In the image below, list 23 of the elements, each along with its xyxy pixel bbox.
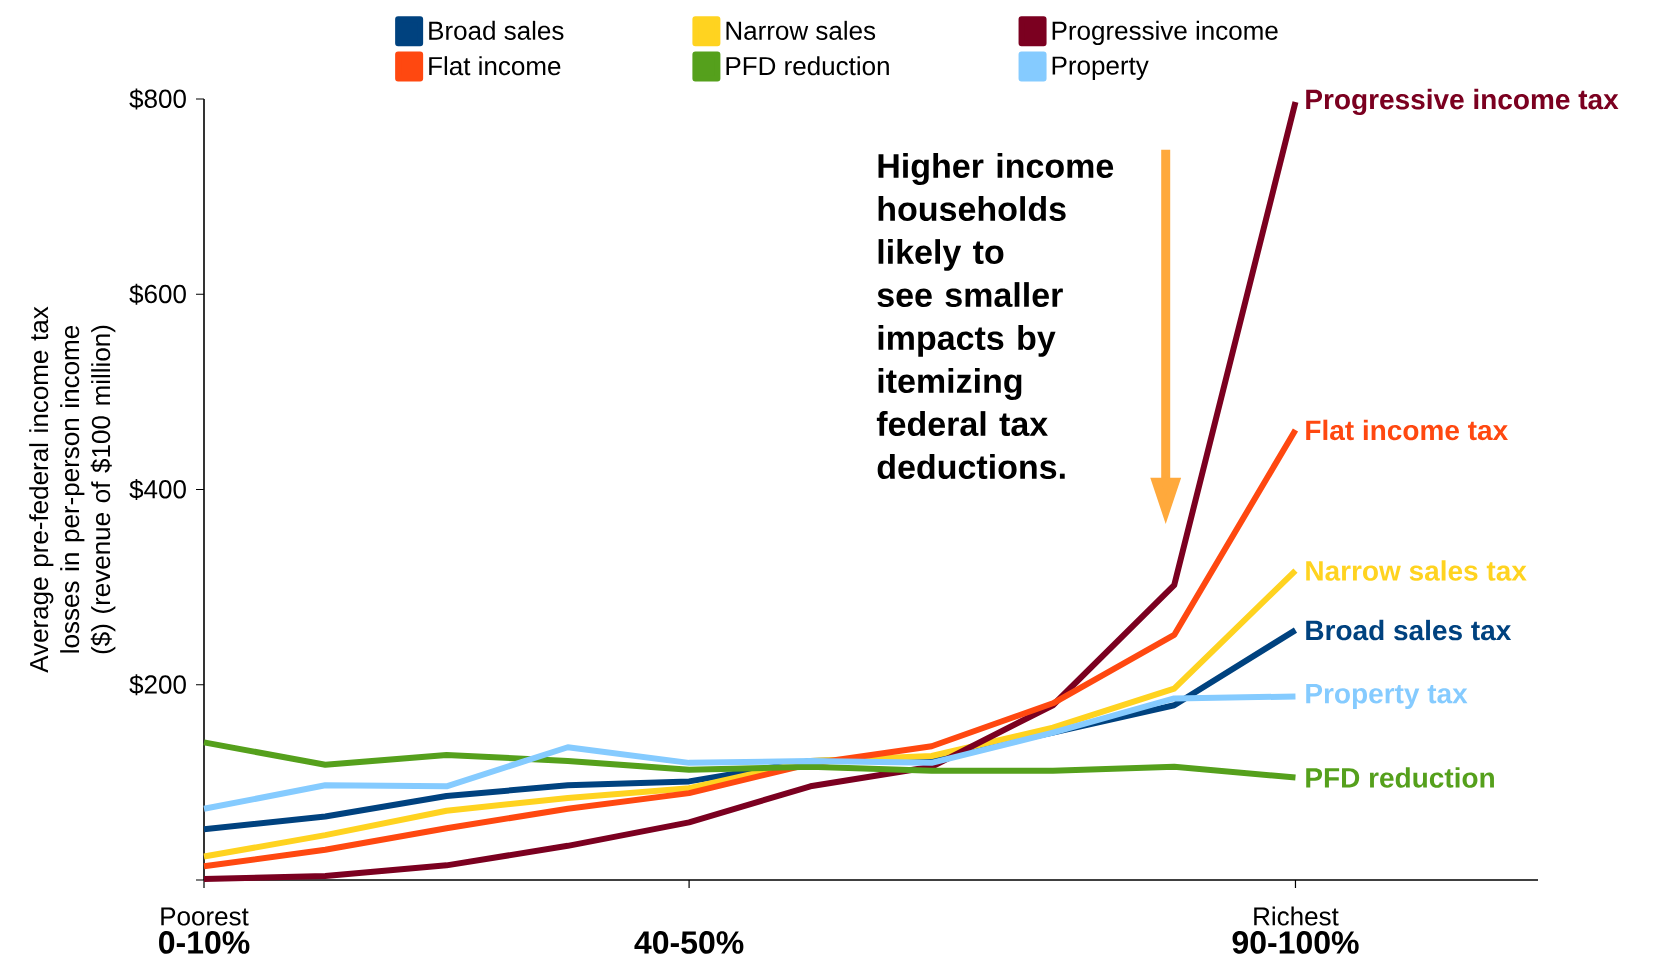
text: Richest bbox=[1254, 906, 1339, 926]
legend-label: Property bbox=[1052, 56, 1149, 80]
annotation: Broad sales tax bbox=[1306, 619, 1512, 641]
annotation: Property tax bbox=[1306, 683, 1468, 710]
y-axis-title: Average pre-federal income tax losses in per-person income ($) (revenue of $100 million) bbox=[29, 306, 116, 673]
x-tick-label: 0-10% bbox=[159, 931, 250, 954]
x-tick-label: 90-100% bbox=[1232, 931, 1359, 954]
annotation: Narrow sales tax bbox=[1306, 560, 1527, 581]
legend-label: Broad sales bbox=[429, 20, 564, 40]
legend-label: Narrow sales bbox=[726, 20, 876, 40]
legend-label: Progressive income bbox=[1052, 20, 1278, 46]
annotation: PFD reduction bbox=[1306, 767, 1494, 788]
annotation: Higher income households likely to see smaller impacts by itemizing federal tax deductions. bbox=[876, 153, 1114, 480]
y-tick-label: $200 bbox=[129, 674, 186, 696]
annotation: Flat income tax bbox=[1306, 419, 1508, 441]
y-tick-label: $600 bbox=[129, 283, 186, 305]
y-tick-label: $800 bbox=[129, 88, 186, 110]
legend-label: Flat income bbox=[429, 56, 561, 76]
annotation: Progressive income tax bbox=[1306, 88, 1619, 116]
text: Poorest bbox=[161, 907, 249, 926]
x-tick-label: 40-50% bbox=[634, 931, 744, 954]
y-tick-label: $400 bbox=[129, 478, 186, 501]
legend-label: PFD reduction bbox=[726, 56, 889, 76]
